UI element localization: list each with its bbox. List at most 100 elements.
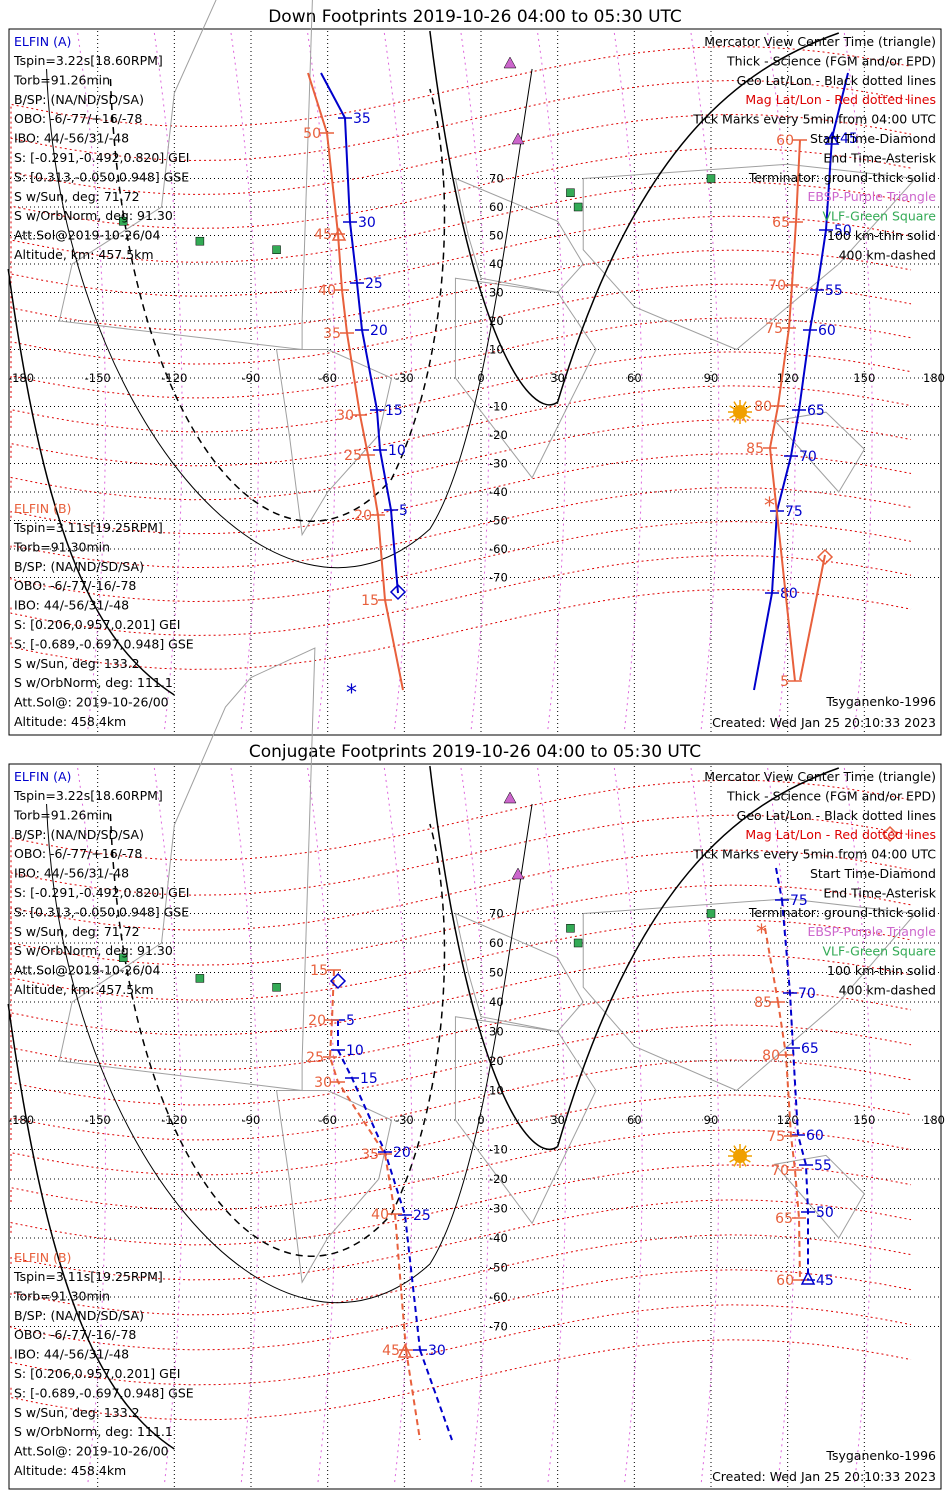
mag-meridian [77,32,106,732]
lon-tick-label: -180 [8,1113,34,1127]
coastline [454,277,597,479]
elfin-b-info-line: S w/Sun, deg: 133.2 [14,1405,140,1420]
legend-entry: 400 km-dashed [839,247,936,262]
sun-ray [729,414,736,419]
vlf-square-icon [706,174,716,183]
track-time-label: 40 [318,283,336,299]
coastline [58,647,316,1092]
track-time-label: 15 [385,403,403,419]
track-time-label: 85 [754,995,772,1011]
elfin-b-info-line: Tspin=3.11s[19.25RPM] [13,520,163,535]
legend-entry: Mercator View Center Time (triangle) [704,769,936,784]
ebsp-triangle-icon [503,56,517,69]
sun-ray [733,401,738,408]
track-time-label: 70 [798,986,816,1002]
track-time-label: 30 [358,215,376,231]
panel-title-down: Down Footprints 2019-10-26 04:00 to 05:3… [268,7,682,27]
lon-tick-label: -60 [318,1113,337,1127]
lon-tick-label: 180 [923,371,945,385]
mag-parallel [10,1199,912,1281]
lon-tick-label: 60 [627,371,642,385]
lat-tick-label: 70 [489,907,504,921]
legend-entry: 100 km-thin solid [827,228,936,243]
elfin-a-info-line: S w/OrbNorm, deg: 91.30 [14,208,173,223]
track-time-label: 60 [776,1273,794,1289]
lat-tick-label: -60 [489,542,508,556]
lat-tick-label: 50 [489,966,504,980]
elfin-a-info-line: Altitude, km: 457.5km [14,982,154,997]
legend-entry: EBSP-Purple Triangle [807,924,936,939]
vlf-square-icon [272,245,281,254]
elfin-a-header: ELFIN (A) [14,769,71,784]
elfin-b-info-line: S: [-0.689,-0.697,0.948] GSE [14,1385,194,1400]
lat-tick-label: -50 [489,514,508,528]
mag-meridian [307,767,336,1486]
elfin-a-info-line: S: [0.313,-0.050,0.948] GSE [14,904,189,919]
track-time-label: 20 [354,508,372,524]
lon-tick-label: -30 [395,371,414,385]
terminator-ground [429,30,840,406]
elfin-a-info-line: B/SP: (NA/ND/SD/SA) [14,92,144,107]
orbit-track [405,1349,421,1441]
mag-meridian [230,32,260,732]
legend-entry: Terminator: ground-thick solid [748,170,936,185]
mag-meridian [613,767,643,1486]
track-time-label: 65 [775,1211,793,1227]
vlf-square-icon [118,953,128,962]
legend-entry: Mag Lat/Lon - Red dotted lines [745,92,936,107]
mag-parallel [10,521,912,602]
center-triangle-icon [824,131,840,145]
elfin-a-info-line: S w/Sun, deg: 71.72 [14,189,140,204]
sun-icon [733,1149,747,1163]
lat-tick-label: 40 [489,257,504,271]
lon-tick-label: 30 [550,1113,565,1127]
mag-meridian [460,767,490,1486]
track-time-label: 30 [336,408,354,424]
orbit-track [764,927,779,1003]
lon-tick-label: -90 [242,371,261,385]
mag-parallel [10,453,912,535]
orbit-track [771,137,833,594]
track-time-label: 25 [306,1050,324,1066]
elfin-a-info-line: S: [0.313,-0.050,0.948] GSE [14,169,189,184]
track-time-label: 55 [825,283,843,299]
terminator-ground [429,765,840,1151]
track-time-label: 35 [361,1147,379,1163]
track-time-label: 40 [371,1207,389,1223]
legend-entry: Mag Lat/Lon - Red dotted lines [745,827,936,842]
sun-ray [742,416,747,423]
mag-parallel [10,385,912,467]
lat-tick-label: -50 [489,1261,508,1275]
mag-meridian [307,32,336,732]
mag-meridian [153,32,183,732]
sun-ray [742,401,747,408]
lat-tick-label: 70 [489,172,504,186]
track-time-label: 45 [382,1343,400,1359]
start-diamond-icon [389,583,407,601]
lon-tick-label: 30 [550,371,565,385]
terminator-ground [7,268,175,696]
lat-tick-label: -10 [489,400,508,414]
mag-parallel [10,317,912,399]
lon-tick-label: -120 [161,1113,187,1127]
mag-meridian [460,32,490,732]
center-triangle-icon [331,227,347,241]
sun-ray [729,405,736,410]
lon-tick-label: 120 [777,1113,799,1127]
vlf-square-icon [566,188,575,197]
elfin-a-info-line: Torb=91.26min [13,72,110,87]
lon-tick-label: -150 [85,371,111,385]
legend-entry: Start Time-Diamond [810,131,936,146]
vlf-square-icon [195,236,205,246]
mag-meridian [77,767,106,1486]
created-label: Created: Wed Jan 25 20:10:33 2023 [712,715,936,730]
mag-meridian [537,767,566,1486]
mag-parallel [10,989,912,1079]
orbit-track [320,72,399,594]
center-triangle-icon [397,1343,413,1358]
vlf-square-icon [573,202,583,212]
track-time-label: 20 [308,1013,326,1029]
mag-parallel [10,215,912,309]
elfin-b-info-line: Altitude: 458.4km [14,714,126,729]
